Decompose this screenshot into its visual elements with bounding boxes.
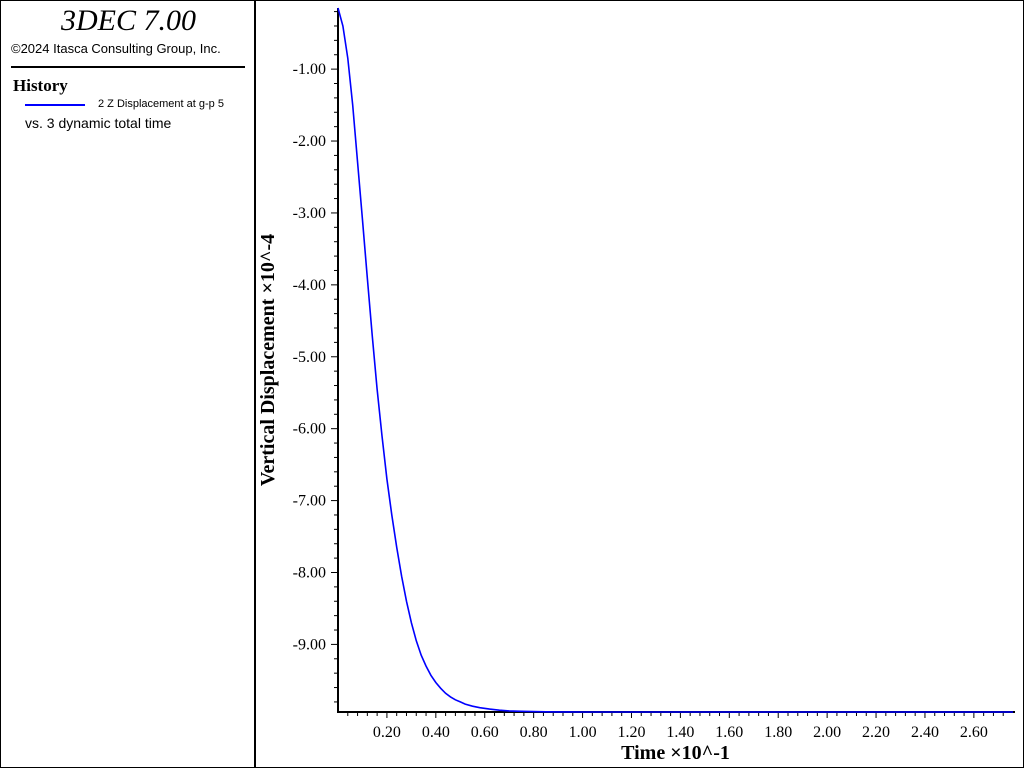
x-tick-label: 0.60 bbox=[471, 724, 499, 741]
copyright-text: ©2024 Itasca Consulting Group, Inc. bbox=[11, 41, 221, 56]
x-tick-label: 1.60 bbox=[715, 724, 743, 741]
x-tick-label: 2.40 bbox=[911, 724, 939, 741]
history-heading: History bbox=[13, 76, 68, 95]
legend-line-swatch bbox=[25, 104, 85, 106]
legend-vs-label: vs. 3 dynamic total time bbox=[25, 115, 172, 131]
plot-axes bbox=[337, 8, 1015, 713]
legend-series-label: 2 Z Displacement at g-p 5 bbox=[98, 98, 224, 110]
x-tick-label: 1.80 bbox=[764, 724, 792, 741]
x-tick-label: 1.40 bbox=[666, 724, 694, 741]
x-tick-label: 1.00 bbox=[569, 724, 597, 741]
x-tick-label: 2.20 bbox=[862, 724, 890, 741]
x-tick-label: 1.20 bbox=[617, 724, 645, 741]
legend-divider bbox=[11, 66, 245, 68]
y-tick-label: -4.00 bbox=[293, 277, 326, 294]
series-line bbox=[337, 7, 1013, 713]
y-tick-label: -9.00 bbox=[293, 636, 326, 653]
x-tick-group: 0.20 0.40 0.60 0.80 1.00 1.20 1.40 1.60 1.80 2.00… bbox=[347, 712, 1004, 741]
series-group bbox=[337, 7, 1013, 713]
y-axis-title: Vertical Displacement ×10^-4 bbox=[257, 234, 279, 486]
legend-panel: 3DEC 7.00 ©2024 Itasca Consulting Group,… bbox=[1, 1, 256, 767]
x-tick-label: 0.20 bbox=[373, 724, 401, 741]
y-tick-label: -7.00 bbox=[293, 493, 326, 510]
y-tick-label: -1.00 bbox=[293, 61, 326, 78]
y-tick-group: -1.00 -2.00 -3.00 -4.00 -5.00 -6.00 -7.00 -8.00… bbox=[293, 11, 338, 703]
y-tick-label: -5.00 bbox=[293, 349, 326, 366]
y-tick-label: -8.00 bbox=[293, 564, 326, 581]
x-tick-label: 2.00 bbox=[813, 724, 841, 741]
x-tick-label: 2.60 bbox=[960, 724, 988, 741]
app-title: 3DEC 7.00 bbox=[61, 4, 196, 37]
y-tick-label: -2.00 bbox=[293, 133, 326, 150]
x-tick-label: 0.80 bbox=[520, 724, 548, 741]
x-tick-label: 0.40 bbox=[422, 724, 450, 741]
x-axis-title: Time ×10^-1 bbox=[621, 742, 730, 764]
y-tick-label: -6.00 bbox=[293, 421, 326, 438]
y-tick-label: -3.00 bbox=[293, 205, 326, 222]
